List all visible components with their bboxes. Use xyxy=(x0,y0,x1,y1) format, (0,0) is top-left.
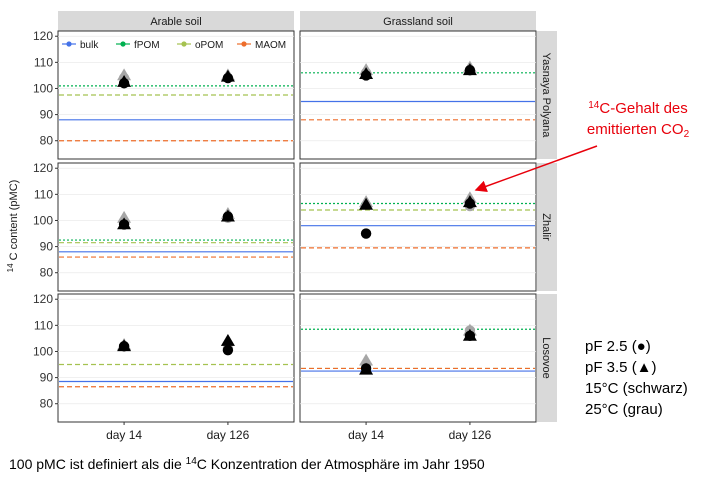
annotation-sub: 2 xyxy=(683,129,690,140)
y-tick-label: 90 xyxy=(40,371,54,385)
annotation-arrow xyxy=(474,145,598,193)
side-note-25c: 25°C (grau) xyxy=(585,401,663,418)
panel-frame xyxy=(57,293,295,423)
data-point-triangle xyxy=(462,63,477,76)
annotation-sup: 14 xyxy=(588,100,600,111)
data-point-triangle xyxy=(462,195,477,208)
row-strip xyxy=(537,294,557,422)
y-tick-label: 80 xyxy=(40,397,54,411)
column-strip xyxy=(58,11,294,31)
y-tick-label: 120 xyxy=(33,292,53,306)
legend-label: MAOM xyxy=(255,40,286,51)
column-strip xyxy=(300,11,536,31)
side-note-pf35: pF 3.5 (▲) xyxy=(585,359,657,376)
y-tick-label: 100 xyxy=(33,213,53,227)
data-point-triangle xyxy=(117,217,132,230)
legend-key-dot xyxy=(66,41,72,47)
y-axis-title-text: C content (pMC) xyxy=(8,180,20,264)
x-tick-label: day 126 xyxy=(449,428,492,442)
row-strip xyxy=(537,163,557,291)
y-tick-label: 100 xyxy=(33,81,53,95)
panel-frame xyxy=(299,30,537,160)
data-point-triangle xyxy=(220,69,235,82)
x-tick-label: day 126 xyxy=(207,428,250,442)
side-note-15c: 15°C (schwarz) xyxy=(585,380,688,397)
annotation-line2: emittierten CO xyxy=(586,121,684,138)
y-tick-label: 100 xyxy=(33,344,53,358)
y-tick-label: 90 xyxy=(40,240,54,254)
row-title: Yasnaya Polyana xyxy=(540,53,552,139)
y-tick-label: 90 xyxy=(40,108,54,122)
panel-frame xyxy=(299,162,537,292)
row-title: Zhalir xyxy=(540,213,552,241)
footnote-after: C Konzentration der Atmosphäre im Jahr 1… xyxy=(196,456,485,472)
y-tick-label: 120 xyxy=(33,29,53,43)
data-point-triangle xyxy=(220,209,235,222)
y-tick-label: 110 xyxy=(34,318,53,332)
x-tick-label: day 14 xyxy=(348,428,384,442)
row-title: Losovoe xyxy=(540,337,552,379)
data-point-triangle xyxy=(220,334,235,346)
legend-key-dot xyxy=(241,41,247,47)
panel-frame xyxy=(57,162,295,292)
data-point-circle xyxy=(360,228,372,239)
column-title: Arable soil xyxy=(150,16,201,28)
y-tick-label: 120 xyxy=(33,161,53,175)
data-point-triangle xyxy=(462,328,477,341)
annotation-line1: C-Gehalt des xyxy=(599,100,688,117)
data-point-triangle xyxy=(117,339,132,352)
y-tick-label: 110 xyxy=(34,55,53,69)
data-point-triangle xyxy=(117,68,132,81)
data-point-circle xyxy=(222,344,234,356)
y-axis-title-sup: 14 xyxy=(6,263,15,272)
y-tick-label: 110 xyxy=(34,187,53,201)
y-tick-label: 80 xyxy=(40,266,54,280)
data-point-triangle xyxy=(359,362,374,375)
data-point-triangle xyxy=(359,197,374,210)
data-point-triangle xyxy=(359,67,374,80)
row-strip xyxy=(537,31,557,159)
footnote: 100 pMC ist definiert als die 14C Konzen… xyxy=(9,456,485,472)
column-title: Grassland soil xyxy=(383,16,453,28)
footnote-before: 100 pMC ist definiert als die xyxy=(9,456,186,472)
legend-label: fPOM xyxy=(134,40,160,51)
data-point-triangle xyxy=(117,74,132,87)
data-point-triangle xyxy=(117,210,132,223)
y-axis-title: 14 C content (pMC) xyxy=(6,180,20,273)
y-tick-label: 80 xyxy=(40,134,54,148)
x-tick-label: day 14 xyxy=(106,428,142,442)
emitted-co2-annotation: 14C-Gehalt des emittierten CO2 xyxy=(563,95,712,145)
footnote-sup: 14 xyxy=(185,456,197,467)
side-note-pf25: pF 2.5 (●) xyxy=(585,338,651,355)
legend-key-dot xyxy=(120,41,126,47)
data-point-triangle xyxy=(359,353,374,366)
panel-frame xyxy=(299,293,537,423)
legend-key-dot xyxy=(181,41,187,47)
legend-label: bulk xyxy=(80,40,99,51)
legend-label: oPOM xyxy=(195,40,223,51)
